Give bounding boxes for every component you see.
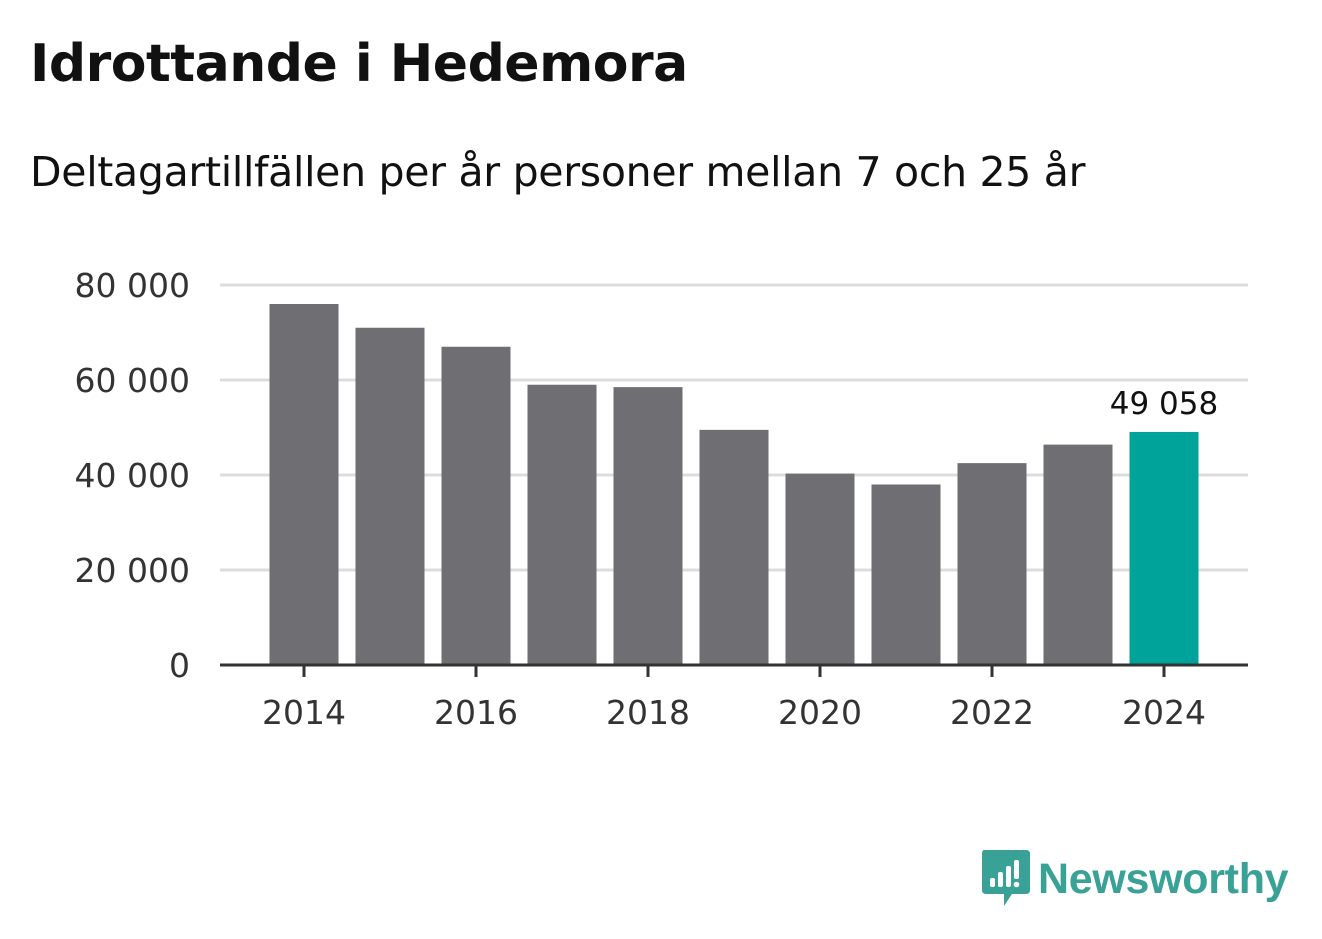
bar-2021 <box>871 484 941 665</box>
bar-2018 <box>613 387 683 665</box>
chart-title: Idrottande i Hedemora <box>30 34 688 94</box>
bar-2015 <box>355 327 425 665</box>
bar-2024 <box>1129 431 1199 665</box>
bar-2014 <box>269 304 339 665</box>
y-tick-label: 80 000 <box>75 266 190 305</box>
y-tick-label: 60 000 <box>75 361 190 400</box>
bar-2017 <box>527 384 597 665</box>
data-label: 49 058 <box>1110 386 1218 422</box>
x-tick-label: 2020 <box>778 693 862 732</box>
y-tick-label: 0 <box>169 646 190 685</box>
bar-2022 <box>957 463 1027 665</box>
bar-2019 <box>699 429 769 665</box>
chart-subtitle: Deltagartillfällen per år personer mella… <box>30 148 1086 196</box>
bar-2023 <box>1043 444 1113 665</box>
brand-name: Newsworthy <box>1038 854 1289 903</box>
x-tick-label: 2016 <box>434 693 518 732</box>
bar-2016 <box>441 346 511 665</box>
x-tick-label: 2024 <box>1122 693 1206 732</box>
x-tick-label: 2018 <box>606 693 690 732</box>
x-tick-label: 2014 <box>262 693 346 732</box>
newsworthy-logo: Newsworthy <box>980 848 1289 910</box>
x-tick-label: 2022 <box>950 693 1034 732</box>
newsworthy-logo-icon <box>982 850 1030 906</box>
y-tick-label: 40 000 <box>75 456 190 495</box>
bar-2020 <box>785 473 855 665</box>
y-tick-label: 20 000 <box>75 551 190 590</box>
